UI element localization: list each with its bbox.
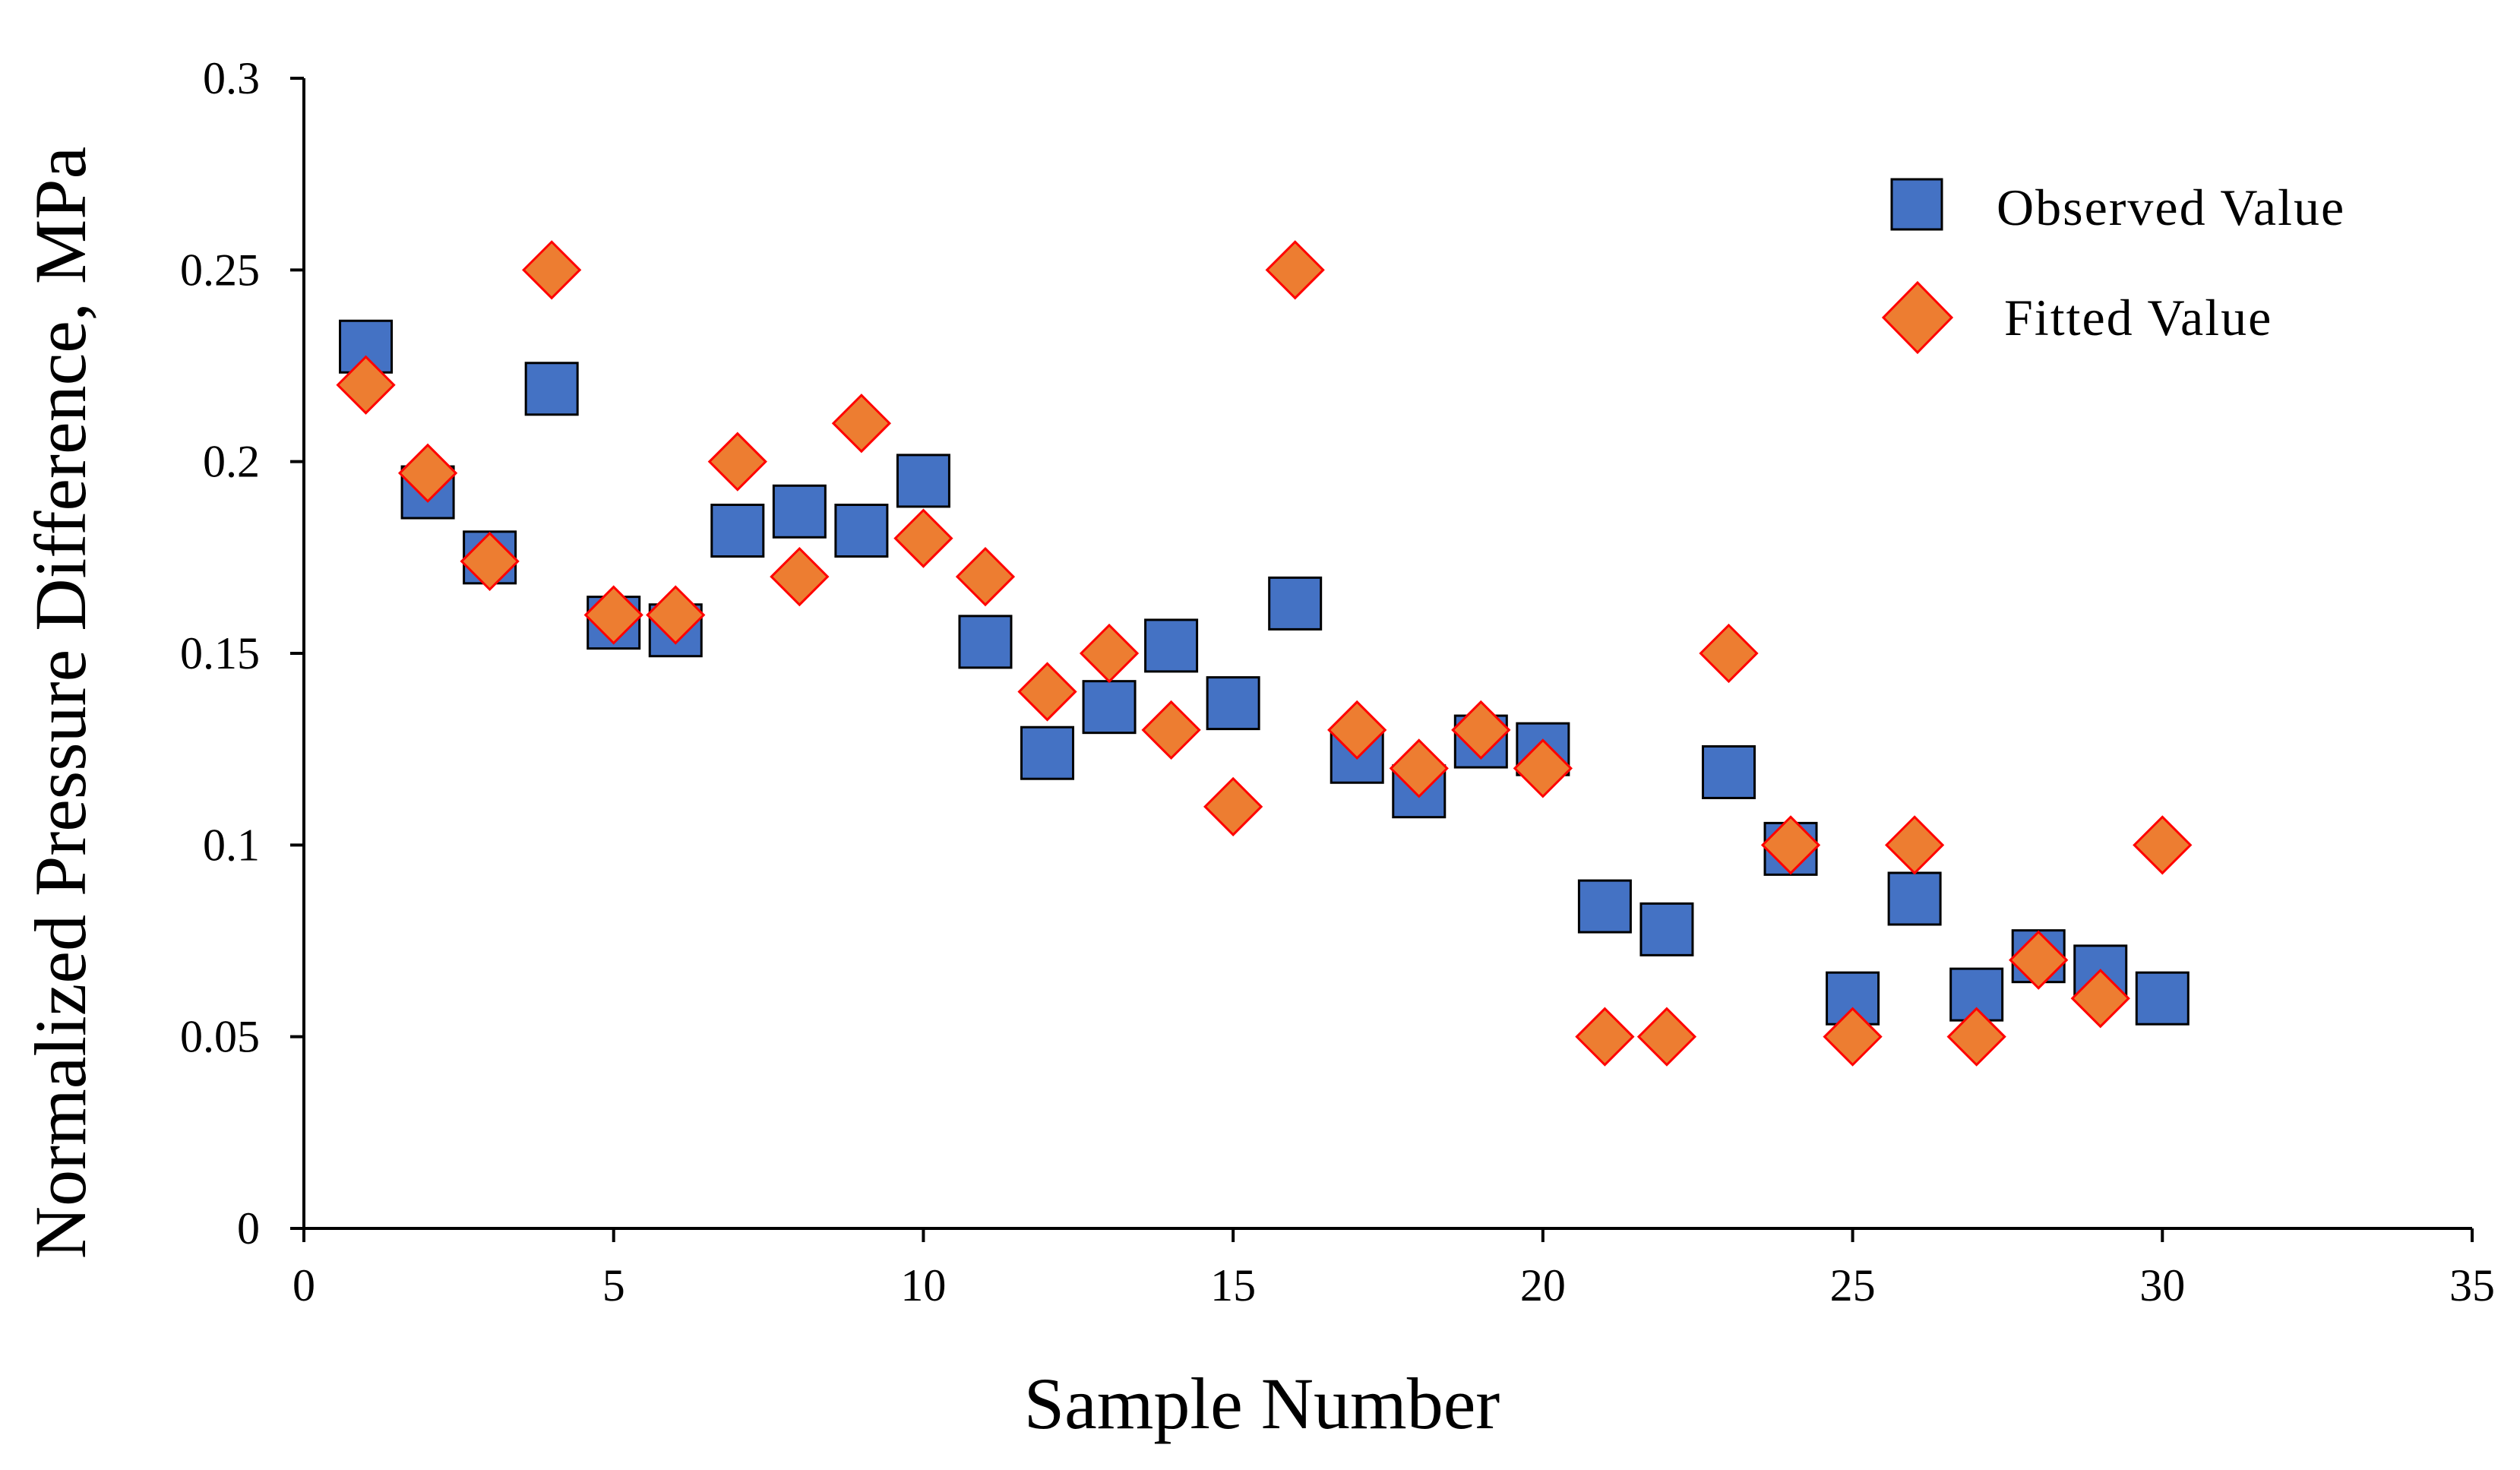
fitted-point	[1575, 1007, 1635, 1067]
fitted-point	[831, 394, 892, 454]
fitted-point	[2070, 969, 2130, 1029]
fitted-point	[336, 355, 396, 415]
legend-diamond-marker	[1881, 280, 1954, 355]
x-tick-label: 30	[2139, 1260, 2185, 1310]
observed-point	[1577, 879, 1632, 934]
observed-point	[1268, 576, 1323, 631]
y-tick-label: 0.25	[180, 245, 260, 295]
observed-point	[710, 504, 765, 558]
ticks: 0 5 10 15 20 25 30 35 0 0.05 0.1 0.15 0.2 0.25 0.3	[180, 53, 2495, 1310]
fitted-point	[1946, 1007, 2006, 1067]
legend-square-marker	[1890, 178, 1943, 231]
fitted-point	[1884, 815, 1945, 875]
y-tick-label: 0.3	[203, 53, 260, 103]
legend-item-observed: Observed Value	[1890, 178, 2345, 236]
y-tick-label: 0.2	[203, 437, 260, 487]
fitted-point	[1389, 738, 1449, 798]
observed-point	[1639, 902, 1694, 956]
fitted-point	[1823, 1007, 1883, 1067]
legend-label-fitted: Fitted Value	[2004, 289, 2272, 346]
y-tick-label: 0	[237, 1203, 260, 1253]
fitted-point	[460, 531, 520, 592]
fitted-point	[1017, 662, 1077, 722]
observed-point	[1701, 744, 1756, 799]
fitted-point	[1636, 1007, 1697, 1067]
observed-point	[1144, 618, 1199, 673]
x-tick-label: 15	[1210, 1260, 1256, 1310]
fitted-point	[583, 585, 643, 645]
fitted-point	[1203, 776, 1263, 836]
observed-point	[1887, 871, 1942, 926]
observed-point	[896, 454, 950, 508]
fitted-point	[770, 546, 830, 607]
observed-point	[1020, 726, 1075, 780]
fitted-point	[2009, 930, 2069, 990]
x-axis-title: Sample Number	[1024, 1363, 1500, 1444]
observed-point	[772, 484, 827, 539]
y-tick-label: 0.15	[180, 628, 260, 678]
x-tick-label: 10	[900, 1260, 946, 1310]
observed-point	[1082, 680, 1137, 735]
observed-point	[958, 615, 1013, 669]
fitted-point	[397, 443, 458, 503]
fitted-point	[893, 508, 953, 568]
fitted-point	[1513, 738, 1573, 798]
fitted-point	[1265, 240, 1325, 300]
y-tick-label: 0.05	[180, 1012, 260, 1062]
x-tick-label: 5	[602, 1260, 625, 1310]
fitted-point	[646, 585, 706, 645]
fitted-point	[1699, 623, 1759, 684]
x-tick-label: 25	[1830, 1260, 1876, 1310]
fitted-point	[2133, 815, 2193, 875]
x-tick-label: 35	[2449, 1260, 2495, 1310]
fitted-point	[707, 432, 767, 492]
observed-point	[2135, 971, 2190, 1026]
fitted-point	[522, 240, 582, 300]
fitted-point	[1079, 623, 1140, 684]
fitted-point	[1141, 700, 1201, 760]
fitted-point	[1760, 815, 1821, 875]
observed-point	[834, 504, 889, 558]
fitted-point	[1327, 700, 1387, 760]
y-axis-title: Normalized Pressure Difference, MPa	[20, 147, 101, 1259]
legend-item-fitted: Fitted Value	[1881, 280, 2272, 355]
x-tick-label: 0	[292, 1260, 315, 1310]
observed-point	[1206, 676, 1260, 731]
fitted-point	[955, 546, 1016, 607]
fitted-point	[1451, 700, 1511, 760]
data-marks	[336, 240, 2193, 1067]
observed-point	[524, 362, 579, 416]
legend: Observed Value Fitted Value	[1881, 178, 2345, 355]
x-tick-label: 20	[1520, 1260, 1566, 1310]
legend-label-observed: Observed Value	[1997, 179, 2345, 236]
y-tick-label: 0.1	[203, 820, 260, 870]
